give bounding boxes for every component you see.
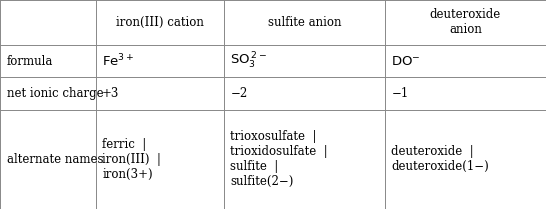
Text: +3: +3 [102, 87, 120, 100]
Text: deuteroxide
anion: deuteroxide anion [430, 9, 501, 36]
Text: sulfite anion: sulfite anion [268, 16, 341, 29]
Text: alternate names: alternate names [7, 153, 103, 166]
Text: iron(III) cation: iron(III) cation [116, 16, 204, 29]
Text: $\mathregular{SO}_3^{\,2-}$: $\mathregular{SO}_3^{\,2-}$ [230, 51, 268, 71]
Text: trioxosulfate  |
trioxidosulfate  |
sulfite  |
sulfite(2−): trioxosulfate | trioxidosulfate | sulfit… [230, 130, 328, 188]
Text: $\mathregular{Fe}^{3+}$: $\mathregular{Fe}^{3+}$ [102, 53, 134, 69]
Text: ferric  |
iron(III)  |
iron(3+): ferric | iron(III) | iron(3+) [102, 138, 161, 181]
Text: −1: −1 [391, 87, 409, 100]
Text: formula: formula [7, 55, 53, 68]
Text: deuteroxide  |
deuteroxide(1−): deuteroxide | deuteroxide(1−) [391, 145, 489, 173]
Text: net ionic charge: net ionic charge [7, 87, 103, 100]
Text: $\mathregular{DO}^{-}$: $\mathregular{DO}^{-}$ [391, 55, 421, 68]
Text: −2: −2 [230, 87, 248, 100]
